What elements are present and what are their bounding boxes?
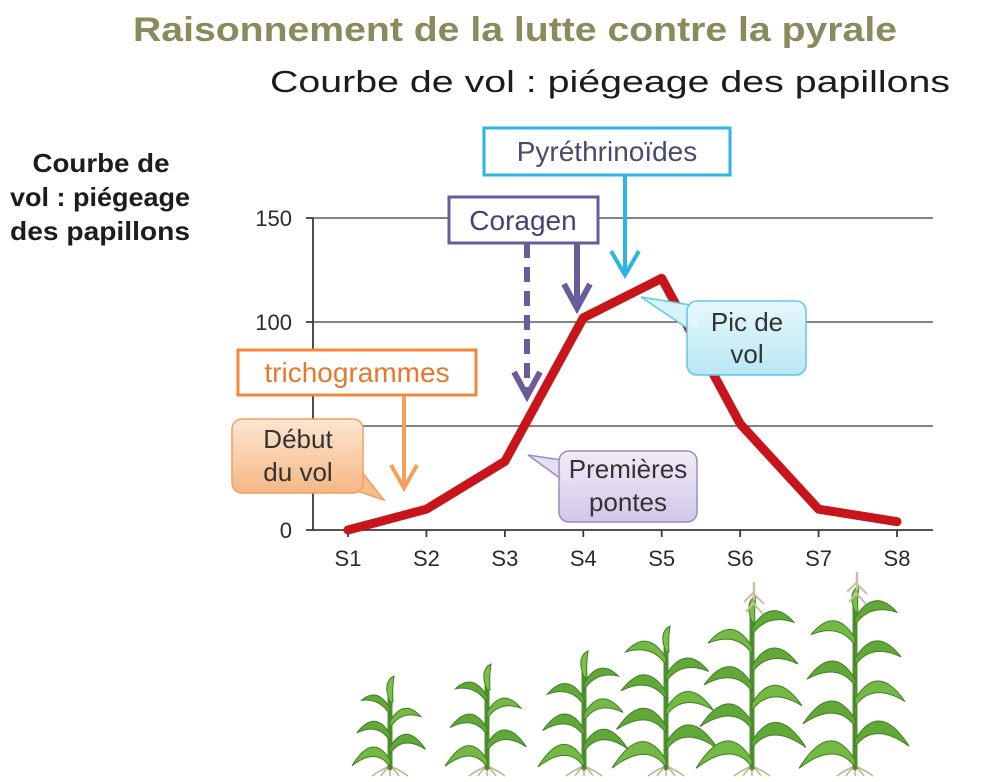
callout-text: vol — [730, 339, 763, 369]
callout-text: du vol — [263, 457, 332, 487]
corn-plant-icon — [695, 582, 807, 777]
x-tick-label: S7 — [805, 546, 832, 571]
treatment-label: Coragen — [469, 205, 576, 236]
x-tick-label: S4 — [570, 546, 597, 571]
plot-series — [343, 273, 902, 535]
page-subtitle: Courbe de vol : piégeage des papillons — [270, 64, 950, 99]
x-tick-label: S8 — [884, 546, 911, 571]
y-tick-label: 150 — [255, 206, 292, 231]
side-label-line: vol : piégeage — [10, 182, 190, 212]
corn-plant-icon — [537, 650, 629, 777]
callout-text: Pic de — [711, 307, 783, 337]
treatment-box-trichogrammes: trichogrammes — [236, 348, 478, 397]
y-tick-label: 0 — [280, 518, 292, 543]
x-tick-label: S3 — [491, 546, 518, 571]
x-tick-label: S6 — [727, 546, 754, 571]
corn-plant-icon — [798, 572, 910, 777]
side-label-line: Courbe de — [33, 148, 170, 178]
page-title: Raisonnement de la lutte contre la pyral… — [133, 11, 897, 49]
side-label: Courbe de vol : piégeage des papillons — [10, 148, 190, 246]
trichogrammes-arrow — [389, 395, 419, 493]
x-tick-label: S2 — [413, 546, 440, 571]
coragen-arrow-dashed — [511, 243, 543, 403]
side-label-line: des papillons — [10, 216, 190, 246]
pyrethrinoides-arrow — [609, 175, 641, 279]
x-tick-label: S1 — [335, 546, 362, 571]
y-tick-label: 100 — [255, 310, 292, 335]
corn-plant-icon — [351, 675, 427, 777]
callout-pic-vol: Pic de vol — [640, 296, 807, 376]
axis-labels: 0 100 150 S1 S2 S3 S4 S5 S6 S7 S8 — [255, 206, 910, 571]
corn-plants-illustration — [351, 572, 910, 777]
callout-debut-vol: Début du vol — [231, 418, 387, 502]
treatment-box-pyrethrinoides: Pyréthrinoïdes — [482, 126, 732, 177]
callout-premieres-pontes: Premières pontes — [527, 450, 698, 523]
callout-text: pontes — [589, 487, 667, 517]
treatment-label: trichogrammes — [264, 357, 449, 388]
x-tick-label: S5 — [648, 546, 675, 571]
callout-text: Début — [263, 424, 333, 454]
corn-plant-icon — [611, 625, 719, 777]
callout-text: Premières — [569, 454, 687, 484]
series-line — [343, 273, 902, 535]
treatment-label: Pyréthrinoïdes — [517, 136, 698, 167]
treatment-box-coragen: Coragen — [447, 195, 600, 245]
coragen-arrow-solid — [561, 243, 593, 315]
corn-plant-icon — [444, 663, 527, 777]
